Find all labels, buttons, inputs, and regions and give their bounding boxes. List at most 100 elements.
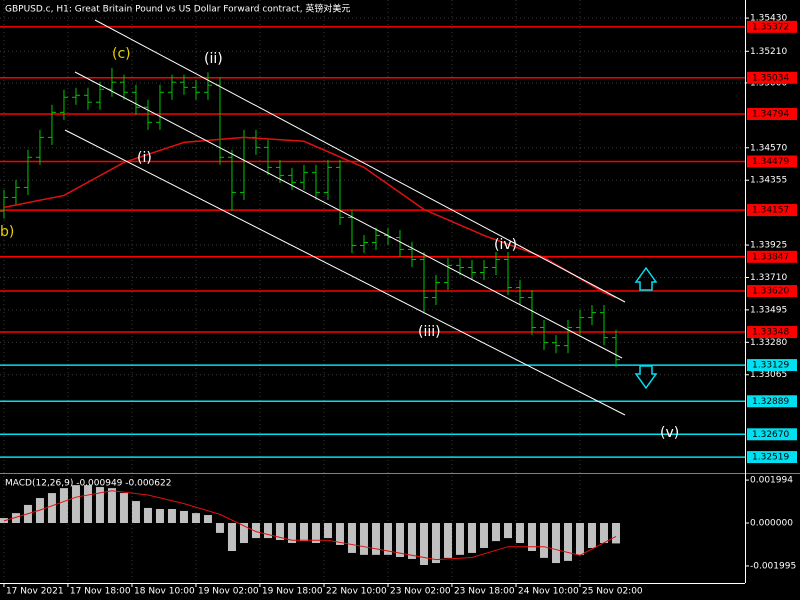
y-tick-label: 1.35430: [750, 14, 787, 24]
annotation: (iii): [418, 324, 441, 340]
level-label: 1.32889: [752, 397, 789, 407]
macd-bar: [203, 515, 212, 524]
x-tick-label: 23 Nov 02:00: [390, 587, 451, 597]
chart-title: GBPUSD.c, H1: Great Britain Pound vs US …: [5, 3, 350, 15]
x-tick-label: 17 Nov 2021: [6, 587, 64, 597]
macd-bar: [59, 488, 68, 524]
level-label-box: [747, 250, 797, 263]
annotation: (ii): [204, 51, 223, 67]
channel-line: [64, 129, 626, 416]
macd-bar: [251, 523, 260, 539]
macd-bar: [527, 523, 536, 551]
marks-layer: 1.35372 1.35034 1.34794 1.34479 1.34157 1.338…: [0, 20, 797, 565]
macd-bar: [95, 487, 104, 524]
macd-bar: [551, 523, 560, 564]
macd-bar: [599, 523, 608, 544]
macd-bar: [83, 485, 92, 524]
macd-bar: [563, 523, 572, 561]
y-tick-label: -0.001995: [750, 561, 796, 571]
level-label: 1.34479: [752, 157, 789, 167]
macd-bar: [71, 485, 80, 524]
macd-bar: [611, 523, 620, 544]
macd-bar: [407, 523, 416, 559]
level-label: 1.35034: [752, 73, 789, 83]
macd-bar: [227, 523, 236, 551]
level-label-box: [747, 395, 797, 408]
macd-bar: [287, 523, 296, 544]
macd-bar: [371, 523, 380, 555]
annotation: (v): [660, 425, 679, 441]
level-label-box: [747, 326, 797, 339]
annotation: (c): [112, 46, 131, 62]
macd-bar: [311, 523, 320, 544]
y-tick-label: 1.33710: [750, 273, 787, 283]
macd-bar: [263, 523, 272, 539]
indicator-title: MACD(12,26,9) -0.000949 -0.000622: [5, 479, 171, 489]
signal-line: [3, 490, 617, 561]
moving-average: [3, 136, 617, 299]
macd-bar: [455, 523, 464, 555]
x-tick-label: 22 Nov 10:00: [326, 587, 387, 597]
macd-bar: [587, 523, 596, 548]
level-label-box: [747, 155, 797, 168]
y-tick-label: 1.33065: [750, 370, 787, 380]
x-tick-label: 24 Nov 10:00: [518, 587, 579, 597]
macd-bar: [239, 523, 248, 544]
macd-bar: [215, 523, 224, 533]
macd-bar: [47, 493, 56, 524]
macd-bar: [515, 523, 524, 544]
level-label-box: [747, 71, 797, 84]
macd-bar: [167, 509, 176, 524]
macd-bar: [467, 523, 476, 553]
level-label: 1.33129: [752, 361, 789, 371]
level-label: 1.33620: [752, 287, 789, 297]
macd-bar: [11, 513, 20, 524]
macd-bar: [419, 523, 428, 565]
macd-bar: [491, 523, 500, 542]
y-tick-label: 0.000000: [750, 519, 793, 529]
annotation: (i): [137, 150, 152, 166]
y-tick-label: 1.34570: [750, 143, 787, 153]
x-tick-label: 25 Nov 02:00: [582, 587, 643, 597]
level-label: 1.33847: [752, 252, 789, 262]
macd-bar: [539, 523, 548, 558]
y-tick-label: 1.34355: [750, 176, 787, 186]
level-label-box: [747, 428, 797, 441]
x-tick-label: 19 Nov 02:00: [198, 587, 259, 597]
level-label: 1.32670: [752, 430, 789, 440]
y-tick-label: 1.35210: [750, 47, 787, 57]
level-label-box: [747, 359, 797, 372]
macd-bar: [479, 523, 488, 548]
x-tick-label: 19 Nov 18:00: [262, 587, 323, 597]
channel: [64, 19, 626, 416]
macd-bar: [575, 523, 584, 555]
macd-bar: [131, 501, 140, 524]
level-label: 1.33348: [752, 328, 789, 338]
channel-line: [94, 19, 626, 303]
macd-bar: [143, 507, 152, 524]
annotation: b): [0, 224, 14, 240]
channel-line: [74, 71, 623, 359]
arrow-down: [634, 365, 658, 390]
macd-bar: [107, 488, 116, 524]
macd-bar: [275, 523, 284, 541]
level-label-box: [747, 204, 797, 217]
macd-bar: [191, 513, 200, 524]
level-label-box: [747, 285, 797, 298]
y-tick-label: 0.001994: [750, 476, 793, 486]
x-tick-label: 18 Nov 10:00: [134, 587, 195, 597]
macd-bar: [323, 523, 332, 539]
macd-bar: [359, 523, 368, 555]
macd-bar: [335, 523, 344, 545]
y-tick-label: 1.33925: [750, 241, 787, 251]
macd-bar: [383, 523, 392, 555]
level-label: 1.34157: [752, 206, 789, 216]
level-label: 1.32519: [752, 453, 789, 463]
x-tick-label: 23 Nov 18:00: [454, 587, 515, 597]
annotation: (iv): [494, 237, 517, 253]
macd-bar: [347, 523, 356, 553]
y-tick-label: 1.33495: [750, 305, 787, 315]
x-tick-label: 17 Nov 18:00: [70, 587, 131, 597]
macd-bar: [431, 523, 440, 564]
